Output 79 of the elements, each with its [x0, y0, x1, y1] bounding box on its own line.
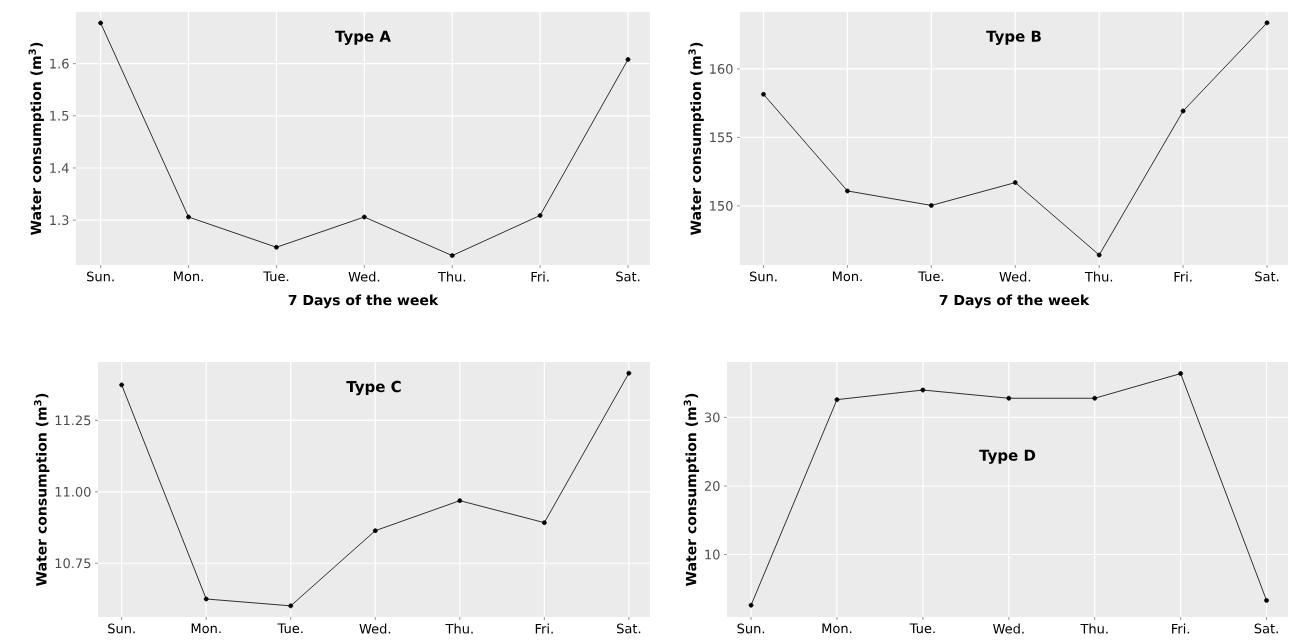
x-tick-label: Sun.	[87, 271, 114, 282]
x-tick-label: Mon.	[832, 271, 862, 282]
point	[928, 203, 934, 208]
y-tick-label: 10	[705, 549, 720, 560]
x-tick-label: Tue.	[277, 623, 303, 634]
x-tick-label: Fri.	[535, 623, 553, 634]
point	[1096, 252, 1102, 258]
point	[626, 370, 632, 376]
x-tick-label: Tue.	[918, 271, 944, 282]
point	[748, 602, 754, 608]
y-tick-label: 20	[704, 481, 720, 491]
y-axis-title: Water consumption (m$^{3}$)	[683, 393, 700, 586]
y-tick-label: 10.75	[55, 558, 91, 569]
point	[186, 214, 191, 220]
x-tick-label: Thu.	[1084, 271, 1113, 282]
x-tick-label: Sun.	[737, 623, 765, 634]
x-tick-label: Thu.	[1080, 623, 1108, 634]
x-tick-label: Mon.	[191, 623, 221, 634]
x-tick-label: Sat.	[617, 623, 641, 634]
point	[1264, 20, 1270, 26]
y-tick-label: 155	[710, 132, 733, 143]
point	[1264, 598, 1269, 603]
text: Type D	[979, 449, 1036, 464]
x-tick-label: Mon.	[174, 271, 203, 282]
y-tick-label: 160	[710, 64, 733, 74]
point	[537, 213, 543, 218]
point	[845, 188, 850, 194]
point	[119, 382, 125, 388]
y-tick-label: 1.3	[50, 215, 69, 226]
point	[1178, 371, 1184, 376]
point	[920, 387, 926, 393]
text: Type B	[986, 30, 1041, 45]
x-tick-label: Wed.	[359, 623, 391, 634]
point	[449, 253, 455, 259]
point	[372, 528, 378, 534]
x-tick-label: Sat.	[616, 271, 640, 282]
x-tick-label: Tue.	[909, 623, 935, 634]
x-axis-title: 7 Days of the week	[288, 294, 439, 309]
x-tick-label: Thu.	[445, 623, 473, 634]
point	[361, 214, 367, 220]
x-tick-label: Mon.	[822, 623, 852, 634]
text: Type A	[335, 30, 391, 45]
x-tick-label: Wed.	[999, 271, 1031, 282]
x-tick-label: Wed.	[993, 623, 1024, 634]
y-tick-label: 30	[704, 412, 720, 423]
point	[625, 57, 631, 62]
x-tick-label: Sat.	[1255, 271, 1279, 282]
x-tick-label: Sun.	[108, 623, 135, 634]
y-axis-title: Water consumption (m$^{3}$)	[688, 42, 704, 235]
point	[457, 498, 463, 504]
y-axis-title: Water consumption (m$^{3}$)	[33, 393, 50, 586]
point	[1180, 108, 1186, 114]
x-tick-label: Tue.	[263, 271, 289, 282]
x-tick-label: Wed.	[348, 271, 380, 282]
point	[834, 397, 840, 403]
x-tick-label: Fri.	[1172, 623, 1190, 634]
point	[203, 596, 209, 602]
point	[1012, 180, 1018, 185]
text: Type C	[346, 380, 401, 396]
point	[1006, 395, 1012, 401]
point	[288, 603, 294, 609]
y-tick-label: 11.25	[55, 415, 91, 426]
x-tick-label: Fri.	[1174, 271, 1192, 282]
y-tick-label: 1.6	[50, 58, 69, 69]
y-tick-label: 1.4	[50, 163, 69, 173]
point	[98, 20, 104, 26]
x-tick-label: Fri.	[531, 271, 549, 282]
x-tick-label: Thu.	[437, 271, 466, 282]
point	[1092, 395, 1098, 401]
y-axis-title: Water consumption (m$^{3}$)	[28, 42, 44, 235]
point	[541, 520, 547, 526]
x-axis-title: 7 Days of the week	[939, 294, 1090, 309]
point	[761, 91, 766, 97]
y-tick-label: 1.5	[50, 110, 69, 121]
point	[274, 244, 279, 250]
x-tick-label: Sun.	[749, 271, 777, 282]
x-tick-label: Sat.	[1254, 623, 1278, 634]
y-tick-label: 150	[710, 200, 733, 211]
y-tick-label: 11.00	[55, 486, 91, 497]
